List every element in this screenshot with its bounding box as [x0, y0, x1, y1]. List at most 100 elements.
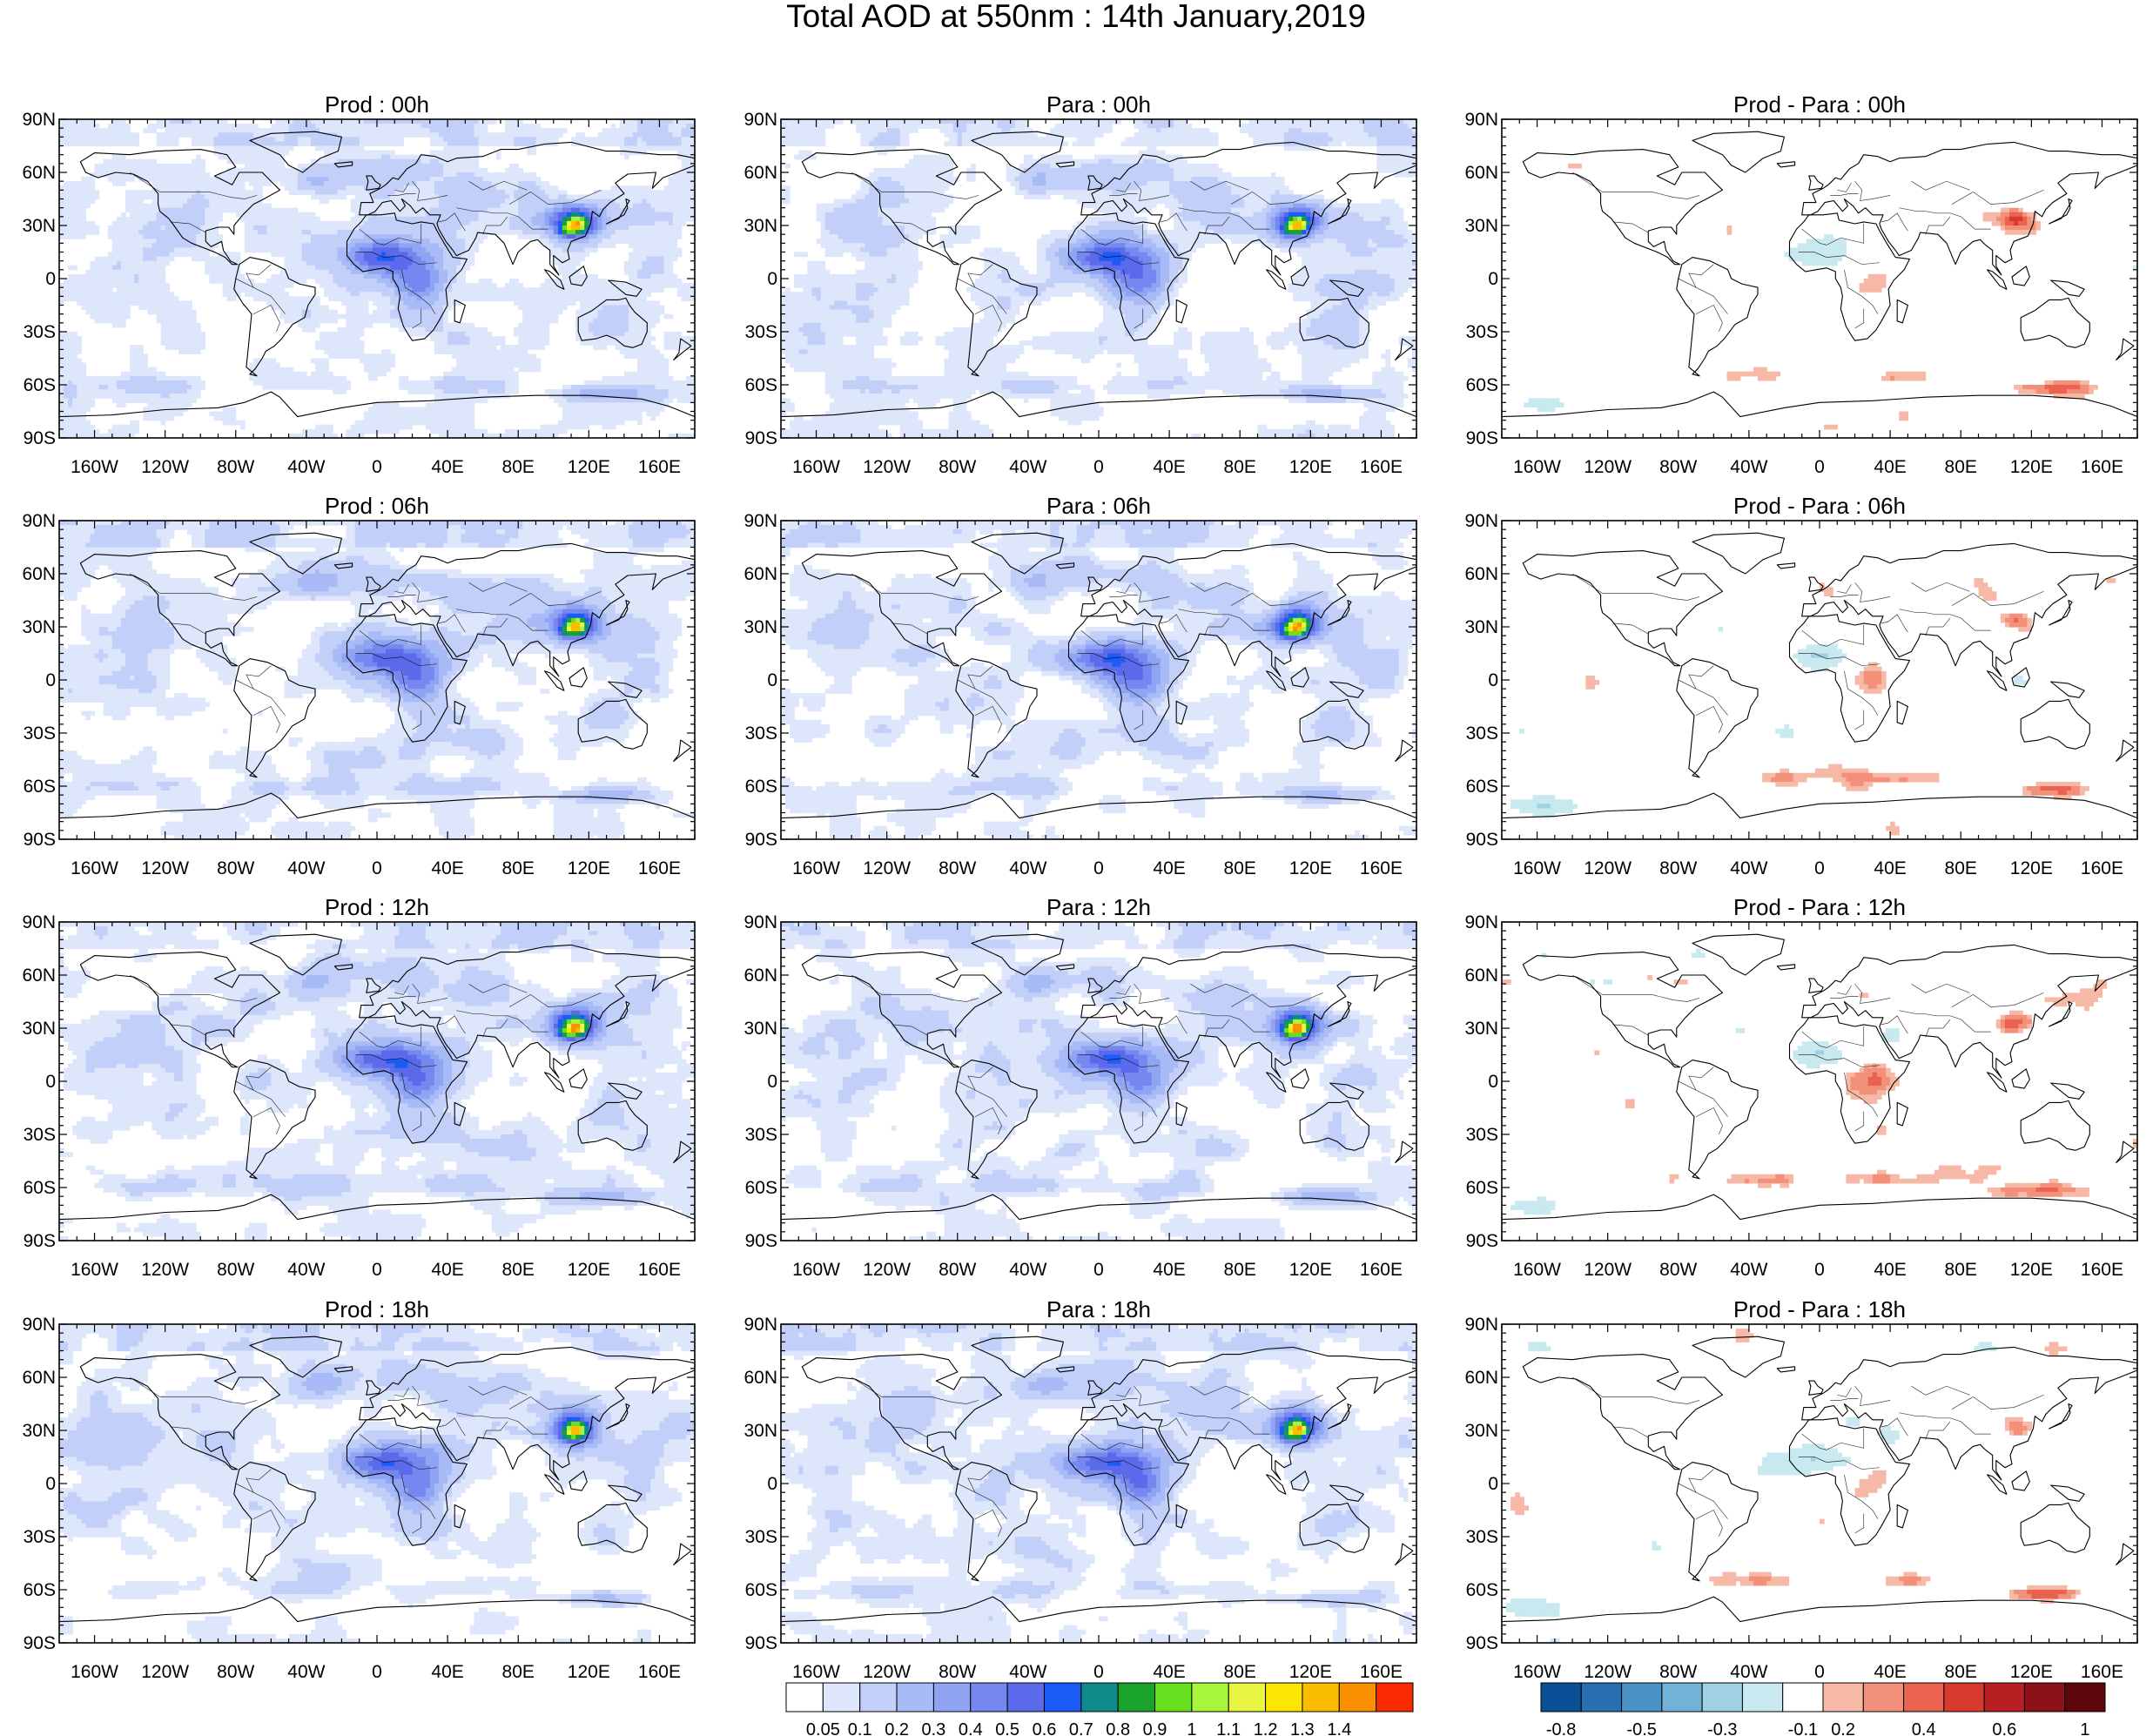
country-borders [851, 1376, 1323, 1538]
x-tick-label: 40E [1153, 1662, 1185, 1682]
colorbar-swatch [1228, 1682, 1267, 1712]
colorbar-label: 1.1 [1216, 1720, 1241, 1736]
y-tick-label: 90S [1466, 428, 1498, 448]
x-tick-label: 160W [1513, 858, 1561, 878]
map-panel: Para : 06h 160W 120W 80W 40W 0 40E 80E 120E 160E 9… [743, 493, 1417, 878]
y-tick-label: 30N [743, 1019, 777, 1039]
y-tick-label: 90S [1466, 1231, 1498, 1251]
y-tick-label: 60S [24, 1580, 56, 1600]
y-tick-label: 90N [1464, 912, 1498, 932]
y-tick-label: 30N [1464, 617, 1498, 637]
y-tick-label: 30S [1466, 723, 1498, 744]
panel-title: Para : 00h [1046, 91, 1151, 118]
data-field [1502, 1329, 2081, 1643]
y-tick-label: 0 [767, 670, 777, 690]
y-tick-label: 90S [1466, 830, 1498, 850]
x-tick-label: 40W [287, 1260, 325, 1280]
colorbar-label: 0.3 [921, 1720, 945, 1736]
colorbar-label: 0.6 [1033, 1720, 1057, 1736]
y-tick-label: 60N [1464, 163, 1498, 183]
x-tick-label: 160E [2081, 858, 2123, 878]
x-tick-label: 0 [1093, 858, 1104, 878]
y-tick-label: 90N [22, 110, 56, 130]
coastlines [59, 933, 695, 1221]
y-tick-label: 60S [745, 1178, 777, 1198]
y-tick-label: 60S [1466, 1580, 1498, 1600]
y-tick-label: 90N [743, 1315, 777, 1335]
panel-title: Prod : 00h [325, 91, 429, 118]
y-tick-label: 60N [743, 163, 777, 183]
x-tick-label: 160E [638, 858, 681, 878]
x-tick-label: 0 [372, 1260, 382, 1280]
figure-title: Total AOD at 550nm : 14th January,2019 [786, 0, 1366, 34]
y-tick-label: 60N [22, 1368, 56, 1388]
country-borders [851, 974, 1323, 1135]
y-tick-label: 90N [22, 912, 56, 932]
x-tick-label: 120E [568, 1662, 610, 1682]
x-tick-label: 80W [939, 1260, 976, 1280]
country-borders [1571, 974, 2044, 1135]
x-tick-label: 40E [431, 858, 463, 878]
x-tick-label: 40E [431, 457, 463, 477]
colorbars: 0.05 0.1 0.2 0.3 0.4 0.5 0.6 0.7 0.8 0.9 1 1.1 1.2 1.… [785, 1682, 2106, 1736]
colorbar-label: 0.1 [848, 1720, 872, 1736]
x-tick-label: 40E [1153, 1260, 1185, 1280]
x-tick-label: 40W [1009, 858, 1046, 878]
x-tick-label: 40E [1874, 1662, 1906, 1682]
panel-title: Prod : 12h [325, 894, 429, 920]
y-tick-label: 60N [1464, 1368, 1498, 1388]
x-tick-label: 80W [939, 858, 976, 878]
x-tick-label: 40W [1730, 457, 1767, 477]
coastlines [59, 1336, 695, 1623]
map-panel: Prod - Para : 00h 160W 120W 80W 40W 0 40E 80E 12… [1464, 91, 2138, 477]
colorbar-swatch [1338, 1682, 1377, 1712]
x-tick-label: 120W [141, 457, 189, 477]
coastlines [1502, 532, 2137, 819]
y-tick-label: 0 [45, 269, 56, 289]
colorbar-label: 0.9 [1143, 1720, 1167, 1736]
x-tick-label: 160E [2081, 457, 2123, 477]
data-field [781, 922, 1416, 1241]
colorbar-swatch [1376, 1682, 1414, 1712]
x-tick-label: 80E [1945, 457, 1977, 477]
colorbar-label: 0.5 [995, 1720, 1019, 1736]
x-tick-label: 160E [2081, 1260, 2123, 1280]
y-tick-label: 30N [743, 1421, 777, 1441]
x-tick-label: 40E [1874, 457, 1906, 477]
x-tick-label: 80E [502, 457, 535, 477]
country-borders [851, 573, 1323, 734]
panel-title: Para : 18h [1046, 1296, 1151, 1322]
y-tick-label: 90N [1464, 110, 1498, 130]
y-tick-label: 30S [1466, 1125, 1498, 1145]
x-tick-label: 80E [1945, 858, 1977, 878]
x-tick-label: 160W [792, 1260, 840, 1280]
y-tick-label: 60S [24, 777, 56, 797]
colorbar-swatch [1741, 1682, 1784, 1712]
y-tick-label: 60N [743, 1368, 777, 1388]
x-tick-label: 80E [1945, 1662, 1977, 1682]
map-panel: Prod : 06h 160W 120W 80W 40W 0 40E 80E 120E 160E 9… [22, 493, 696, 878]
y-tick-label: 0 [45, 1474, 56, 1494]
x-tick-label: 80E [1224, 1662, 1256, 1682]
x-tick-label: 0 [1814, 1260, 1825, 1280]
x-tick-label: 120E [1289, 1662, 1332, 1682]
country-borders [129, 573, 602, 734]
x-tick-label: 120W [141, 858, 189, 878]
colorbar-label: 0.7 [1069, 1720, 1093, 1736]
x-tick-label: 160E [1360, 1662, 1403, 1682]
x-tick-label: 80W [939, 1662, 976, 1682]
x-tick-label: 120W [863, 457, 911, 477]
colorbar-swatch [1154, 1682, 1193, 1712]
country-borders [129, 1376, 602, 1538]
x-tick-label: 120E [2010, 1260, 2053, 1280]
colorbar-label: -0.3 [1707, 1720, 1737, 1736]
x-tick-label: 120W [863, 1662, 911, 1682]
colorbar-swatch [859, 1682, 898, 1712]
colorbar-label: 0.05 [806, 1720, 840, 1736]
x-tick-label: 160W [1513, 1662, 1561, 1682]
y-tick-label: 90N [22, 1315, 56, 1335]
data-field [59, 119, 695, 438]
y-tick-label: 60S [745, 375, 777, 395]
map-panel: Prod - Para : 12h 160W 120W 80W 40W 0 40E 80E 12… [1464, 894, 2138, 1280]
x-tick-label: 120E [1289, 457, 1332, 477]
